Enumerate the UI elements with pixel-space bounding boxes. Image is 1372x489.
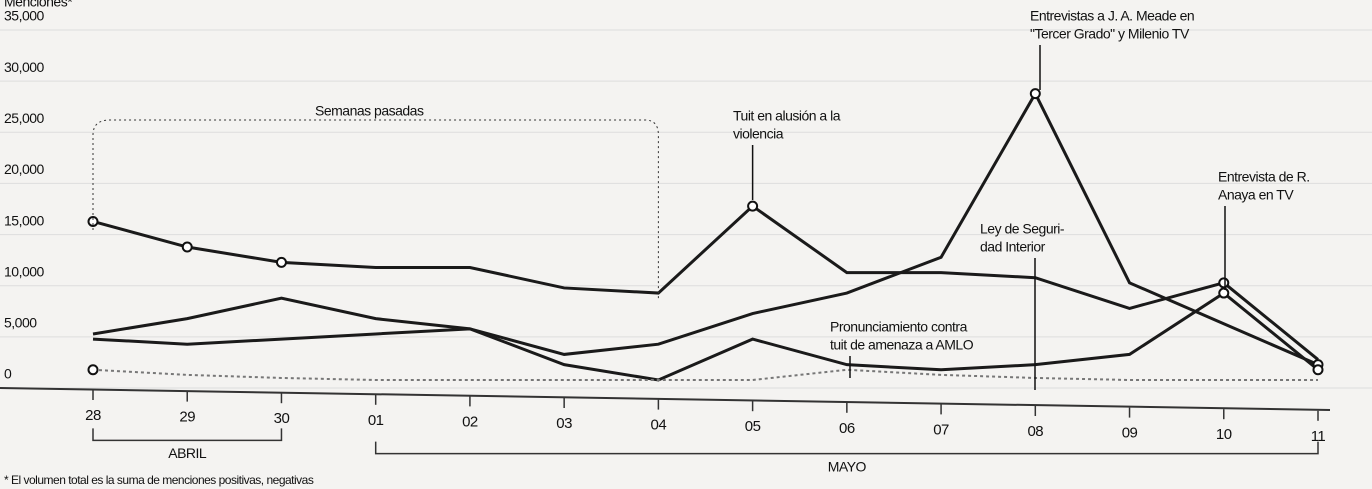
y-tick-label: 5,000: [4, 315, 37, 331]
series-line: [92, 204, 1319, 361]
y-tick-label: 0: [4, 366, 12, 382]
group-label: MAYO: [828, 458, 867, 474]
x-tick-label: 02: [462, 413, 478, 430]
x-tick-label: 03: [556, 415, 572, 432]
series-line: [92, 291, 1319, 382]
x-tick-label: 08: [1027, 423, 1043, 440]
x-tick-label: 01: [368, 412, 384, 429]
marker: [87, 215, 99, 227]
marker: [1029, 88, 1041, 100]
y-tick-label: 20,000: [4, 161, 45, 177]
annotation: Entrevista de R.: [1218, 169, 1310, 185]
x-tick-label: 11: [1311, 428, 1326, 445]
group-bracket: [374, 441, 1319, 455]
annotation: Anaya en TV: [1218, 187, 1294, 203]
marker: [181, 241, 193, 253]
marker: [1218, 277, 1230, 289]
annotation: violencia: [733, 126, 784, 142]
annotation: Ley de Seguri-: [980, 221, 1065, 237]
y-tick-label: 10,000: [4, 263, 45, 279]
marker: [1218, 287, 1230, 299]
annotation: Pronunciamiento contra: [830, 319, 968, 335]
annotation: Semanas pasadas: [315, 103, 424, 119]
x-tick-label: 06: [839, 420, 855, 437]
marker: [1312, 364, 1324, 376]
x-axis: [0, 387, 1331, 411]
y-tick-label: 35,000: [4, 8, 45, 24]
marker: [747, 200, 759, 212]
marker: [87, 364, 99, 376]
bracket: [92, 119, 659, 300]
group-label: ABRIL: [168, 445, 207, 461]
x-tick-label: 05: [745, 418, 761, 435]
marker: [275, 256, 287, 268]
footnote: * El volumen total es la suma de mencion…: [4, 473, 314, 487]
group-bracket: [92, 428, 283, 442]
annotation: tuit de amenaza a AMLO: [830, 337, 974, 353]
annotation: "Tercer Grado" y Milenio TV: [1030, 26, 1190, 42]
x-tick-label: 28: [85, 407, 101, 424]
y-tick-label: 15,000: [4, 212, 45, 228]
x-tick-label: 29: [179, 409, 195, 426]
y-axis-label: Menciones*: [4, 0, 73, 10]
x-tick-label: 10: [1216, 426, 1232, 443]
x-tick-label: 04: [651, 417, 667, 434]
x-tick-label: 07: [933, 421, 949, 438]
y-tick-label: 30,000: [4, 59, 45, 75]
series-line: [92, 368, 1318, 381]
series-line: [92, 90, 1319, 367]
annotation: dad Interior: [980, 239, 1046, 255]
x-tick-label: 30: [274, 410, 290, 427]
annotation: Entrevistas a J. A. Meade en: [1030, 8, 1194, 24]
y-tick-label: 25,000: [4, 110, 45, 126]
x-tick-label: 09: [1122, 425, 1138, 442]
annotation: Tuit en alusión a la: [733, 108, 841, 124]
